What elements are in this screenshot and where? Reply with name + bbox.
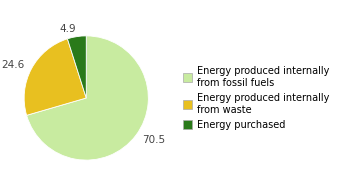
Text: 24.6: 24.6 [2,60,25,70]
Wedge shape [67,36,86,98]
Legend: Energy produced internally
from fossil fuels, Energy produced internally
from wa: Energy produced internally from fossil f… [181,64,332,132]
Text: 4.9: 4.9 [59,24,76,34]
Text: 70.5: 70.5 [142,135,165,145]
Wedge shape [24,39,86,115]
Wedge shape [27,36,148,160]
